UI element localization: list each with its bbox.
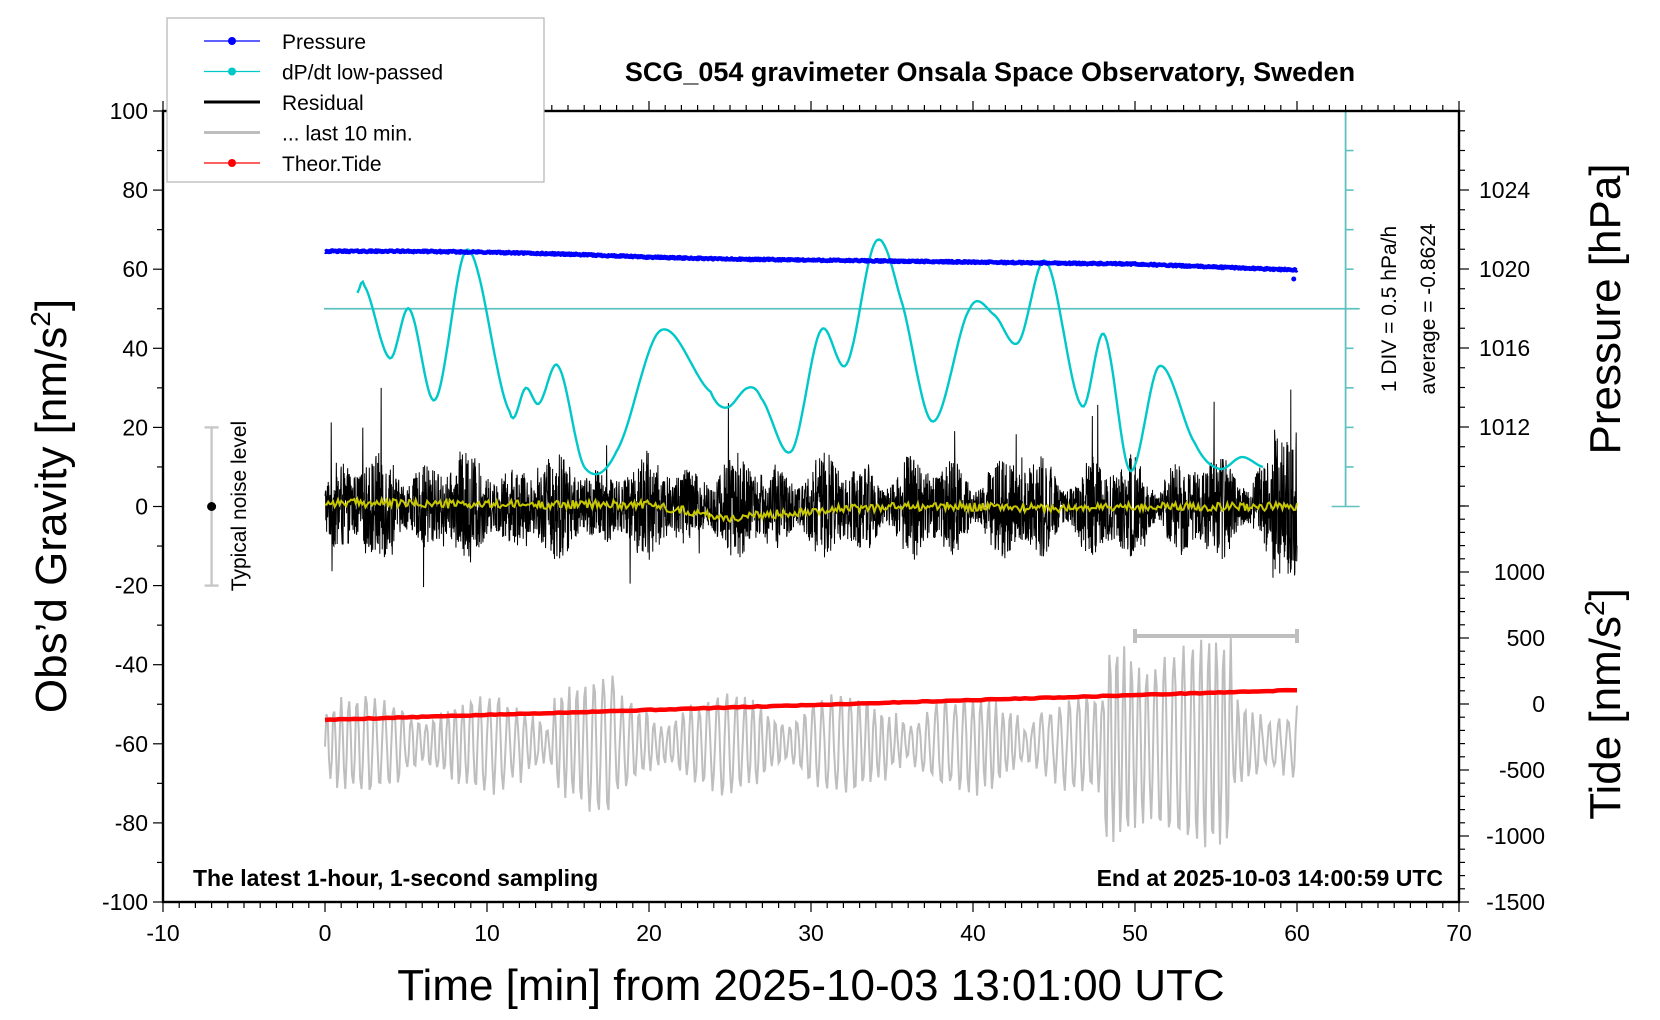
noise-level-label: Typical noise level [228, 421, 251, 591]
last-10-min-trace [324, 638, 1298, 848]
legend-swatch-marker [228, 37, 236, 45]
residual-smoothed-trace [324, 495, 1298, 524]
tick-labels: -10 0 10 20 30 40 50 60 70100806040200-20-40-60-… [102, 98, 1545, 946]
last-10-min-bracket [1133, 629, 1299, 643]
x-tick-label: 30 [798, 920, 824, 946]
legend-label: ... last 10 min. [282, 123, 413, 146]
theor-tide-line [324, 687, 1297, 723]
y-left-tick-label: 60 [122, 256, 148, 282]
dpdt-lowpassed-line [356, 238, 1264, 476]
x-tick-label: 50 [1122, 920, 1148, 946]
x-tick-label: 0 [319, 920, 332, 946]
y-left-tick-label: 100 [110, 98, 148, 124]
plot-area [323, 111, 1360, 848]
tide-tick-label: 500 [1507, 625, 1545, 651]
x-tick-label: 70 [1446, 920, 1472, 946]
legend-swatch-marker [228, 67, 236, 76]
tide-tick-label: -500 [1499, 757, 1545, 783]
legend-entry: Theor.Tide [204, 153, 382, 176]
dpdt-scale-label: 1 DIV = 0.5 hPa/h [1378, 226, 1401, 392]
x-tick-label: 10 [474, 920, 500, 946]
legend-swatch-marker [228, 159, 236, 167]
tide-tick-label: -1000 [1486, 823, 1545, 849]
tide-tick-label: 1000 [1494, 559, 1545, 585]
x-tick-label: 60 [1284, 920, 1310, 946]
y-axis-left-title: Obs’d Gravity [nm/s2] [25, 299, 76, 713]
residual-trace [324, 387, 1298, 588]
pressure-tick-label: 1016 [1479, 335, 1530, 361]
pressure-tick-label: 1020 [1479, 256, 1530, 282]
pressure-tick-label: 1024 [1479, 177, 1530, 203]
y-axis-pressure-title: Pressure [hPa] [1581, 163, 1630, 454]
end-time-note: End at 2025-10-03 14:00:59 UTC [1097, 865, 1443, 891]
pressure-line [323, 248, 1299, 273]
legend-entry: Residual [204, 92, 364, 115]
y-left-tick-label: -40 [115, 652, 148, 678]
chart-title: SCG_054 gravimeter Onsala Space Observat… [625, 57, 1355, 87]
x-tick-label: 40 [960, 920, 986, 946]
y-left-tick-label: 20 [122, 414, 148, 440]
legend-label: Residual [282, 92, 364, 115]
legend-label: dP/dt low-passed [282, 62, 443, 85]
pressure-tick-label: 1012 [1479, 414, 1530, 440]
legend-entry: ... last 10 min. [204, 123, 413, 146]
y-left-tick-label: 0 [135, 494, 148, 520]
noise-level-bar [204, 426, 219, 587]
legend-label: Pressure [282, 31, 366, 54]
y-left-tick-label: -60 [115, 731, 148, 757]
noise-bar-center-point [207, 502, 217, 511]
legend: Pressure dP/dt low-passed Residual ... last… [166, 17, 545, 183]
y-axis-tide-title: Tide [nm/s2] [1579, 588, 1630, 820]
y-left-tick-label: -20 [115, 573, 148, 599]
axes [153, 101, 1469, 912]
y-left-tick-label: 80 [122, 177, 148, 203]
legend-box [166, 17, 545, 183]
x-tick-label: 20 [636, 920, 662, 946]
tide-tick-label: -1500 [1486, 889, 1545, 915]
y-left-tick-label: 40 [122, 335, 148, 361]
pressure-outlier-point [1291, 276, 1297, 282]
legend-label: Theor.Tide [282, 153, 382, 176]
y-left-tick-label: -100 [102, 889, 148, 915]
dpdt-average-label: average = -0.8624 [1417, 223, 1440, 394]
legend-entry: Pressure [204, 31, 366, 54]
tide-tick-label: 0 [1532, 691, 1545, 717]
legend-entry: dP/dt low-passed [204, 62, 443, 85]
y-left-tick-label: -80 [115, 810, 148, 836]
x-axis-title: Time [min] from 2025-10-03 13:01:00 UTC [397, 961, 1224, 1010]
sampling-note: The latest 1-hour, 1-second sampling [193, 865, 598, 891]
x-tick-label: -10 [146, 920, 179, 946]
